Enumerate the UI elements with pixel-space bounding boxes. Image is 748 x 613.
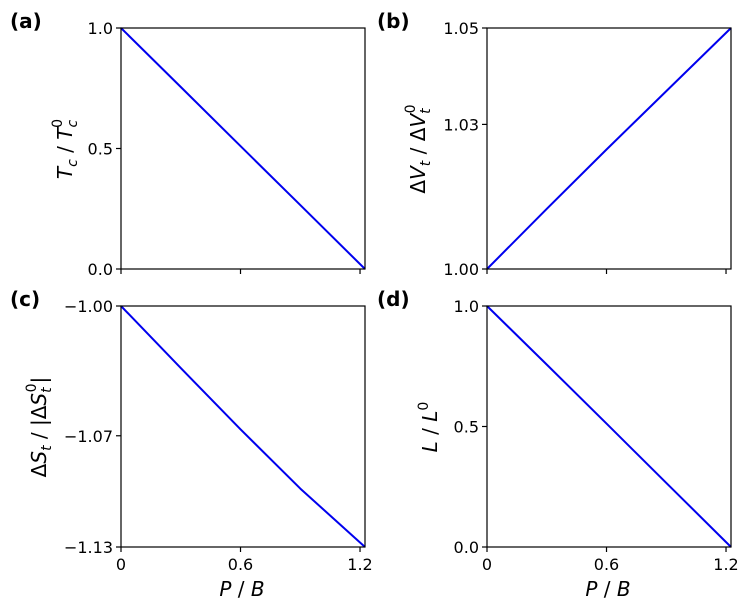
ylabel-d: L / L0 xyxy=(416,402,442,453)
panel-label-d: (d) xyxy=(377,287,410,311)
ytick-label-c-0: −1.13 xyxy=(64,538,113,557)
xlabel-d: P / B xyxy=(585,577,630,601)
ytick-label-a-1: 0.5 xyxy=(88,140,113,159)
xtick-label-c-1: 0.6 xyxy=(228,555,253,574)
series-line-a-0 xyxy=(120,27,366,270)
ytick-label-b-0: 1.00 xyxy=(443,260,479,279)
ylabel-b: ΔVt / ΔVt0 xyxy=(403,104,434,193)
xlabel-c: P / B xyxy=(219,577,264,601)
plot-d: 0.0 0.5 1.0 0 0.6 1.2 xyxy=(454,297,739,574)
xtick-label-c-0: 0 xyxy=(116,555,126,574)
panel-a: (a) Tc / Tc0 xyxy=(10,9,81,179)
series-line-b-0 xyxy=(486,27,732,270)
xtick-label-c-2: 1.2 xyxy=(347,555,372,574)
panel-label-a: (a) xyxy=(10,9,42,33)
ytick-label-b-1: 1.03 xyxy=(443,115,479,134)
plot-b: 1.00 1.03 1.05 xyxy=(443,19,732,279)
panel-d: (d) L / L0 P / B xyxy=(377,287,631,601)
panel-b: (b) ΔVt / ΔVt0 xyxy=(377,9,434,194)
axes-frame-b xyxy=(486,27,732,270)
plot-c: −1.13 −1.07 −1.00 0 0.6 1.2 xyxy=(64,297,373,574)
plot-a: 0.0 0.5 1.0 xyxy=(88,19,366,279)
plot-areas: 0.00.51.01.001.031.05−1.13−1.07−1.000 0.6… xyxy=(64,19,739,574)
ylabel-a: Tc / Tc0 xyxy=(50,119,81,179)
axes-frame-c xyxy=(120,305,366,548)
ylabel-c: ΔSt / |ΔSt0| xyxy=(24,377,55,478)
xtick-label-d-2: 1.2 xyxy=(713,555,738,574)
panel-label-b: (b) xyxy=(377,9,410,33)
ytick-label-d-2: 1.0 xyxy=(454,297,479,316)
xtick-label-d-1: 0.6 xyxy=(594,555,619,574)
ytick-label-d-0: 0.0 xyxy=(454,538,479,557)
series-line-c-0 xyxy=(120,305,366,548)
ytick-label-c-2: −1.00 xyxy=(64,297,113,316)
series-line-d-0 xyxy=(486,305,732,548)
ytick-label-d-1: 0.5 xyxy=(454,418,479,437)
ytick-label-a-0: 0.0 xyxy=(88,260,113,279)
xtick-label-d-0: 0 xyxy=(482,555,492,574)
ytick-label-b-2: 1.05 xyxy=(443,19,479,38)
ytick-label-a-2: 1.0 xyxy=(88,19,113,38)
panel-label-c: (c) xyxy=(10,287,40,311)
panel-c: (c) ΔSt / |ΔSt0| P / B xyxy=(10,287,265,601)
ytick-label-c-1: −1.07 xyxy=(64,427,113,446)
